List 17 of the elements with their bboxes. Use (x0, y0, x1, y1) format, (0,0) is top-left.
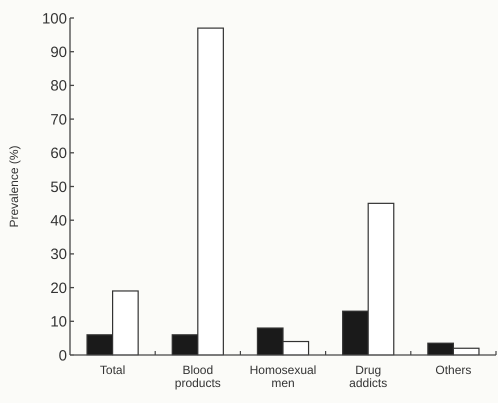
x-tick-label: Others (435, 363, 472, 377)
x-tick-label: Drug addicts (349, 363, 388, 390)
y-tick-label: 90 (50, 44, 67, 61)
y-tick-label: 30 (50, 246, 67, 264)
y-tick-label: 50 (50, 178, 67, 196)
x-tick-label: Total (100, 363, 126, 377)
y-tick-label: 0 (58, 347, 67, 364)
y-tick-label: 10 (50, 314, 67, 331)
y-axis-title: Prevalence (%) (7, 145, 21, 228)
y-tick-label: 80 (50, 78, 67, 95)
x-tick-label: Homosexual men (250, 363, 316, 390)
y-tick-label: 20 (50, 280, 67, 297)
y-tick-label: 100 (42, 10, 67, 28)
y-tick-label: 70 (50, 111, 67, 128)
x-tick-label: Blood products (174, 363, 221, 390)
y-tick-label: 40 (50, 212, 67, 230)
y-tick-label: 60 (50, 145, 67, 162)
